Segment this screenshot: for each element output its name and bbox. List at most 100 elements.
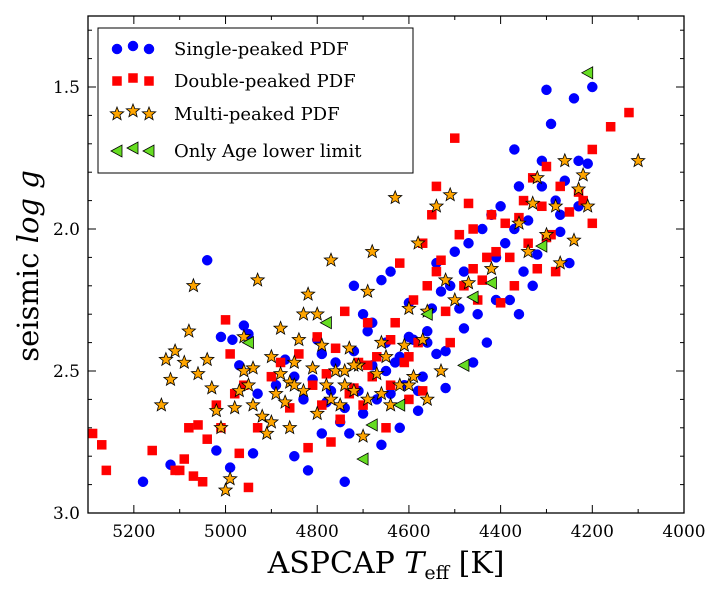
point-multi [437, 272, 454, 287]
point-multi [291, 331, 307, 347]
point-multi [272, 320, 289, 336]
point-double [532, 264, 543, 274]
point-multi [570, 181, 587, 196]
point-double [463, 198, 474, 209]
point-multi [483, 260, 500, 276]
legend-marker-single [143, 43, 155, 55]
point-multi [208, 402, 225, 418]
point-single [587, 81, 598, 93]
point-single [344, 428, 355, 439]
point-multi [282, 419, 298, 435]
point-double [537, 201, 547, 212]
point-single [513, 181, 525, 192]
legend-marker-multi [141, 105, 157, 121]
x-tick-label: 5000 [204, 522, 247, 542]
point-multi [176, 354, 192, 369]
point-single [564, 257, 575, 269]
point-double [339, 306, 350, 317]
point-double [587, 144, 598, 155]
point-double [431, 181, 442, 192]
point-multi [263, 413, 280, 429]
point-single [348, 280, 360, 292]
point-double [605, 122, 616, 132]
legend-label-limit: Only Age lower limit [174, 141, 362, 162]
point-single [522, 215, 534, 226]
point-multi [566, 232, 582, 247]
point-limit [535, 239, 548, 253]
point-single [513, 308, 525, 320]
point-double [147, 445, 157, 456]
point-multi [167, 343, 183, 358]
y-axis-label: seismic log g [11, 170, 45, 362]
point-double [243, 482, 254, 493]
point-single [573, 155, 584, 167]
point-double [491, 246, 501, 257]
point-multi [199, 351, 215, 367]
point-double [312, 332, 322, 342]
point-multi [337, 362, 353, 378]
point-single [495, 201, 506, 212]
point-single [357, 408, 369, 419]
x-tick-label: 4000 [662, 522, 705, 542]
point-double [404, 352, 414, 362]
point-double [482, 252, 492, 263]
point-double [87, 428, 98, 439]
point-double [225, 349, 235, 359]
point-multi [359, 391, 376, 407]
point-multi [373, 334, 390, 350]
point-double [417, 386, 428, 396]
point-multi [323, 391, 339, 407]
point-single [458, 323, 470, 334]
point-multi [346, 357, 362, 372]
point-single [449, 246, 461, 257]
point-single [215, 331, 227, 343]
plot-frame [87, 15, 685, 514]
point-multi [309, 405, 325, 421]
point-single [431, 348, 442, 360]
point-double [564, 207, 575, 217]
point-single [412, 405, 424, 417]
point-double [408, 295, 419, 305]
point-single [316, 348, 328, 360]
legend: Single-peaked PDF Double-peaked PDF Mult… [97, 27, 414, 174]
point-multi [378, 348, 394, 364]
point-single [440, 382, 451, 394]
point-multi [346, 382, 362, 398]
point-multi [401, 377, 417, 392]
x-axis-label: ASPCAP Teff [K] [267, 546, 505, 584]
legend-marker-double [112, 76, 122, 86]
point-double [587, 218, 598, 229]
point-multi [227, 399, 243, 415]
point-double [252, 423, 263, 433]
point-multi [364, 243, 380, 259]
point-multi [245, 396, 261, 412]
series-double [87, 107, 634, 493]
point-double [427, 210, 437, 220]
point-double [500, 218, 510, 229]
point-double [555, 181, 565, 192]
point-multi [433, 362, 449, 378]
point-multi [295, 382, 312, 398]
point-multi [580, 198, 596, 213]
point-multi [396, 337, 413, 353]
series-limit [241, 66, 594, 466]
point-double [436, 255, 446, 265]
point-multi [382, 396, 399, 412]
point-double [372, 352, 382, 362]
point-limit [580, 66, 594, 80]
point-multi [428, 198, 445, 213]
point-multi [259, 425, 275, 440]
point-double [184, 423, 194, 433]
point-multi [236, 362, 252, 378]
point-double [335, 414, 345, 425]
legend-marker-limit [110, 144, 123, 158]
point-multi [355, 428, 371, 443]
x-tick-label: 5200 [112, 522, 155, 542]
point-single [536, 181, 548, 192]
point-single [440, 345, 451, 357]
x-tick-label: 4200 [571, 522, 614, 542]
point-double [431, 266, 442, 277]
axis-ticks: 5200 5000 4800 4600 4400 4200 4000 1.5 2.0 2.5 3.0 [53, 16, 706, 542]
point-multi [511, 215, 527, 230]
point-multi [190, 365, 206, 381]
